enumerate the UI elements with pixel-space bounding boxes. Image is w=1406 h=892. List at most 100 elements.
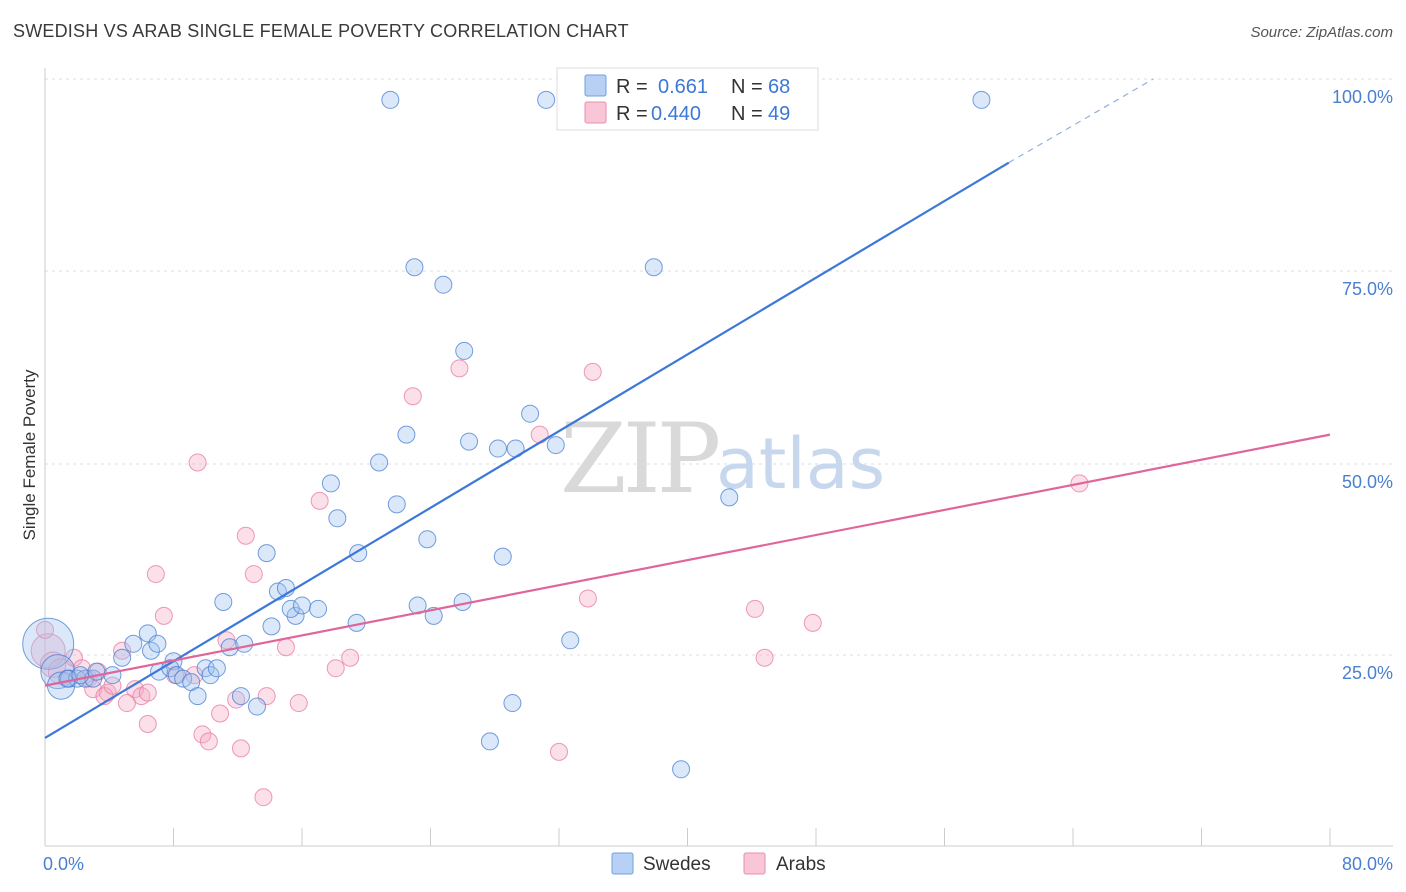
arabs-point	[276, 638, 295, 657]
arabs-point	[117, 694, 136, 713]
swedes-point	[201, 666, 220, 685]
swedes-point	[720, 488, 739, 507]
legend-n-label-arabs: N =	[731, 103, 763, 125]
swedes-point	[460, 432, 479, 451]
swedes-point	[455, 341, 474, 360]
swedes-legend-label: Swedes	[643, 854, 711, 875]
swedes-point	[972, 90, 991, 109]
swedes-point	[503, 694, 522, 713]
arabs-point	[578, 589, 597, 608]
legend-n-label-swedes: N =	[731, 76, 763, 98]
swedes-point	[493, 547, 512, 566]
swedes-trend-extension	[1008, 78, 1154, 164]
swedes-point	[387, 495, 406, 514]
arabs-point	[583, 362, 602, 381]
arabs-point	[199, 732, 218, 751]
swedes-point	[103, 666, 122, 685]
arabs-point	[755, 648, 774, 667]
swedes-point	[248, 697, 267, 716]
arabs-points	[30, 359, 1089, 807]
swedes-point	[71, 666, 90, 685]
legend-r-arabs: 0.440	[651, 103, 701, 125]
series-legend: Swedes Arabs	[611, 852, 826, 875]
swedes-point	[262, 617, 281, 636]
swedes-point	[561, 631, 580, 650]
trend-lines	[44, 78, 1331, 739]
swedes-trend-line	[44, 161, 1010, 739]
arabs-point	[113, 641, 132, 660]
swedes-point	[418, 530, 437, 549]
swedes-point	[22, 617, 75, 670]
swedes-point	[214, 592, 233, 611]
swedes-point	[480, 732, 499, 751]
arabs-point	[36, 620, 54, 639]
swedes-point	[207, 659, 226, 678]
arabs-point	[138, 714, 157, 733]
stats-legend: R = 0.661 N = 68 R = 0.440 N = 49	[556, 67, 819, 131]
y-tick-label: 75.0%	[1342, 279, 1393, 299]
arabs-point	[530, 425, 549, 444]
swedes-point	[405, 258, 424, 277]
x-tick-label: 80.0%	[1342, 854, 1393, 874]
y-tick-label: 25.0%	[1342, 663, 1393, 683]
swedes-point	[321, 474, 340, 493]
chart-title: SWEDISH VS ARAB SINGLE FEMALE POVERTY CO…	[13, 21, 629, 41]
legend-r-label-arabs: R =	[616, 103, 648, 125]
arabs-point	[211, 704, 230, 723]
watermark-atlas: atlas	[716, 423, 885, 505]
swedes-point	[148, 634, 167, 653]
arabs-legend-label: Arabs	[776, 854, 826, 875]
swedes-point	[397, 425, 416, 444]
tick-labels: 25.0% 50.0% 75.0% 100.0% 0.0% 80.0%	[43, 87, 1393, 874]
arabs-point	[227, 690, 246, 709]
swedes-point	[521, 404, 540, 423]
arabs-point	[254, 788, 273, 807]
swedes-legend-swatch	[584, 74, 607, 97]
swedes-point	[424, 606, 443, 625]
swedes-point	[257, 544, 276, 563]
arabs-bottom-swatch	[743, 852, 766, 875]
y-tick-label: 50.0%	[1342, 472, 1393, 492]
swedes-points	[22, 90, 991, 779]
swedes-point	[309, 599, 328, 618]
arabs-point	[154, 606, 173, 625]
swedes-point	[188, 687, 207, 706]
swedes-bottom-swatch	[611, 852, 634, 875]
legend-r-swedes: 0.661	[658, 76, 708, 98]
arabs-point	[146, 565, 165, 584]
swedes-point	[644, 258, 663, 277]
legend-r-label-swedes: R =	[616, 76, 648, 98]
arabs-point	[403, 387, 422, 406]
swedes-point	[231, 687, 250, 706]
swedes-point	[381, 90, 400, 109]
swedes-point	[328, 509, 347, 528]
swedes-point	[293, 596, 311, 615]
legend-n-arabs: 49	[768, 103, 790, 125]
arabs-point	[193, 725, 212, 744]
swedes-point	[370, 453, 389, 472]
arabs-point	[231, 739, 250, 758]
arabs-point	[103, 676, 122, 695]
arabs-point	[244, 565, 263, 584]
swedes-point	[124, 634, 143, 653]
arabs-point	[326, 659, 345, 678]
watermark-zip: ZIP	[560, 403, 719, 515]
arabs-point	[803, 613, 822, 632]
swedes-point	[546, 436, 565, 455]
y-tick-label: 100.0%	[1332, 87, 1393, 107]
swedes-point	[672, 760, 691, 779]
arabs-point	[236, 526, 255, 545]
arabs-trend-line	[44, 433, 1331, 687]
legend-n-swedes: 68	[768, 76, 790, 98]
swedes-point	[235, 634, 254, 653]
arabs-point	[188, 453, 207, 472]
arabs-legend-swatch	[584, 101, 607, 124]
axes	[44, 68, 1393, 847]
swedes-point	[488, 439, 507, 458]
swedes-point	[434, 275, 453, 294]
arabs-point	[550, 742, 568, 761]
arabs-point	[138, 683, 157, 702]
y-axis-title: Single Female Poverty	[20, 369, 39, 541]
source-credit: Source: ZipAtlas.com	[1250, 24, 1393, 41]
